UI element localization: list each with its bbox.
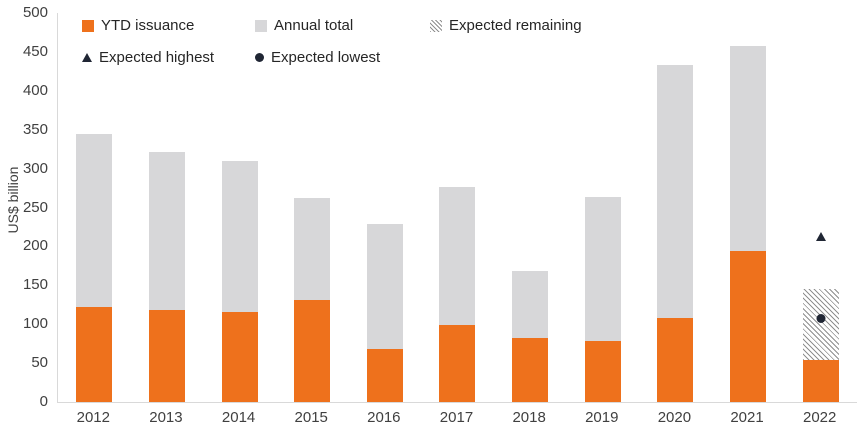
legend-item-expected-lowest: Expected lowest [255, 49, 380, 66]
y-tick-label: 400 [22, 81, 48, 99]
x-axis-label: 2020 [657, 409, 692, 426]
bars-container [58, 13, 857, 402]
bar-slot-2018 [494, 13, 567, 402]
bar-segment-annual-total [294, 198, 331, 301]
x-axis-label: 2022 [802, 409, 837, 426]
bar-segment-annual-total [366, 223, 403, 350]
x-axis-labels: 2012 2013 2014 2015 2016 2017 2018 2019 2020 2021… [57, 409, 856, 426]
annual-total-swatch-icon [255, 19, 267, 32]
bar-segment-ytd-issuance [657, 317, 694, 402]
bar-slot-2021 [712, 13, 785, 402]
bar-segment-annual-total [584, 196, 621, 342]
expected-highest-marker-icon [815, 231, 826, 241]
bar-segment-annual-total [512, 271, 549, 339]
x-axis-label: 2017 [439, 409, 474, 426]
bar-slot-2012 [58, 13, 131, 402]
legend-item-expected-remaining: Expected remaining [430, 17, 582, 34]
x-axis-label: 2014 [221, 409, 256, 426]
bar-segment-expected-remaining [802, 289, 839, 360]
x-axis-label: 2018 [512, 409, 546, 426]
legend-label: YTD issuance [101, 17, 195, 34]
bar-slot-2013 [131, 13, 204, 402]
bar-segment-annual-total [148, 151, 185, 311]
y-tick-label: 250 [22, 198, 48, 216]
plot-area [57, 13, 857, 403]
bar-slot-2015 [276, 13, 349, 402]
bar-slot-2020 [639, 13, 712, 402]
bar-segment-annual-total [439, 187, 476, 325]
bar-slot-2014 [203, 13, 276, 402]
y-tick-label: 500 [22, 4, 48, 21]
x-axis-label: 2019 [585, 409, 619, 426]
bar-slot-2019 [566, 13, 639, 402]
bar-segment-ytd-issuance [76, 307, 113, 402]
y-tick-label: 200 [22, 237, 48, 255]
bar-segment-annual-total [730, 46, 767, 252]
x-axis-label: 2016 [367, 409, 401, 426]
y-tick-label: 350 [22, 120, 48, 138]
legend-item-expected-highest: Expected highest [82, 49, 214, 66]
bar-segment-annual-total [76, 133, 113, 308]
bar-segment-ytd-issuance [148, 310, 185, 402]
legend-item-ytd-issuance: YTD issuance [82, 17, 194, 34]
expected-remaining-swatch-icon [430, 19, 442, 32]
legend-item-annual-total: Annual total [255, 17, 353, 34]
x-axis-label: 2015 [294, 409, 328, 426]
y-tick-label: 100 [22, 315, 48, 333]
legend-label: Expected highest [99, 49, 215, 66]
x-axis-label: 2021 [730, 409, 764, 426]
bar-segment-ytd-issuance [221, 311, 258, 402]
expected-highest-triangle-icon [82, 53, 92, 62]
x-axis-label: 2013 [149, 409, 183, 426]
y-tick-label: 450 [22, 42, 48, 60]
y-tick-label: 300 [22, 159, 48, 177]
y-tick-label: 50 [31, 354, 48, 372]
expected-lowest-circle-icon [255, 53, 264, 62]
bar-segment-annual-total [657, 65, 694, 318]
legend-label: Annual total [274, 17, 354, 34]
bar-segment-ytd-issuance [802, 360, 839, 402]
bar-segment-ytd-issuance [584, 341, 621, 402]
bar-segment-annual-total [221, 160, 258, 312]
bar-segment-ytd-issuance [512, 338, 549, 402]
bar-segment-ytd-issuance [294, 300, 331, 402]
y-tick-label: 0 [39, 393, 48, 410]
bar-segment-ytd-issuance [366, 349, 403, 402]
ytd-issuance-swatch-icon [82, 19, 94, 32]
x-axis-label: 2012 [76, 409, 110, 426]
bar-segment-ytd-issuance [730, 251, 767, 402]
y-tick-label: 150 [22, 276, 48, 294]
expected-lowest-marker-icon [816, 314, 826, 324]
bar-segment-ytd-issuance [439, 324, 476, 402]
bar-slot-2016 [349, 13, 422, 402]
bar-slot-2022 [784, 13, 857, 402]
legend-label: Expected remaining [449, 17, 582, 34]
legend-label: Expected lowest [271, 49, 381, 66]
bar-slot-2017 [421, 13, 494, 402]
